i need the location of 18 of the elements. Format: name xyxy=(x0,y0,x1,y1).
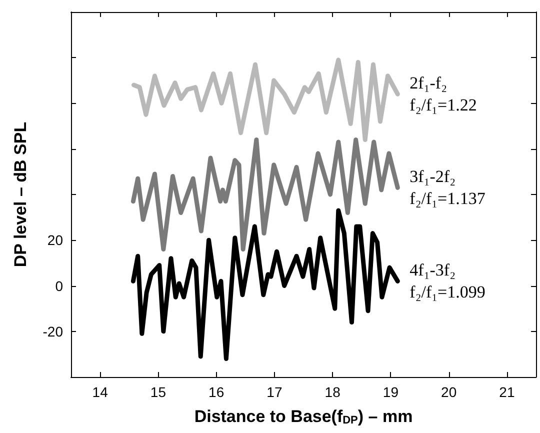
y-tick-label: 20 xyxy=(47,232,64,248)
series-label: 2f₁-f₂ f₂/f₁=1.22 xyxy=(410,74,477,115)
line-series xyxy=(130,208,400,361)
y-axis-title: DP level – dB SPL xyxy=(11,122,30,268)
x-tick-label: 19 xyxy=(382,384,399,400)
x-tick-label: 20 xyxy=(441,384,457,400)
series-label: 3f₁-2f₂ f₂/f₁=1.137 xyxy=(410,167,486,208)
x-tick-label: 18 xyxy=(324,384,341,400)
x-tick-label: 21 xyxy=(499,384,515,400)
x-tick-label: 16 xyxy=(208,384,224,400)
series-label: 4f₁-3f₂ f₂/f₁=1.099 xyxy=(410,260,486,302)
x-tick-label: 14 xyxy=(92,384,108,400)
x-tick-label: 17 xyxy=(266,384,282,400)
line-series xyxy=(130,138,400,252)
line-series xyxy=(132,58,400,142)
y-tick-label: 0 xyxy=(55,278,64,294)
x-tick-label: 15 xyxy=(150,384,166,400)
y-tick-label: -20 xyxy=(42,323,64,340)
